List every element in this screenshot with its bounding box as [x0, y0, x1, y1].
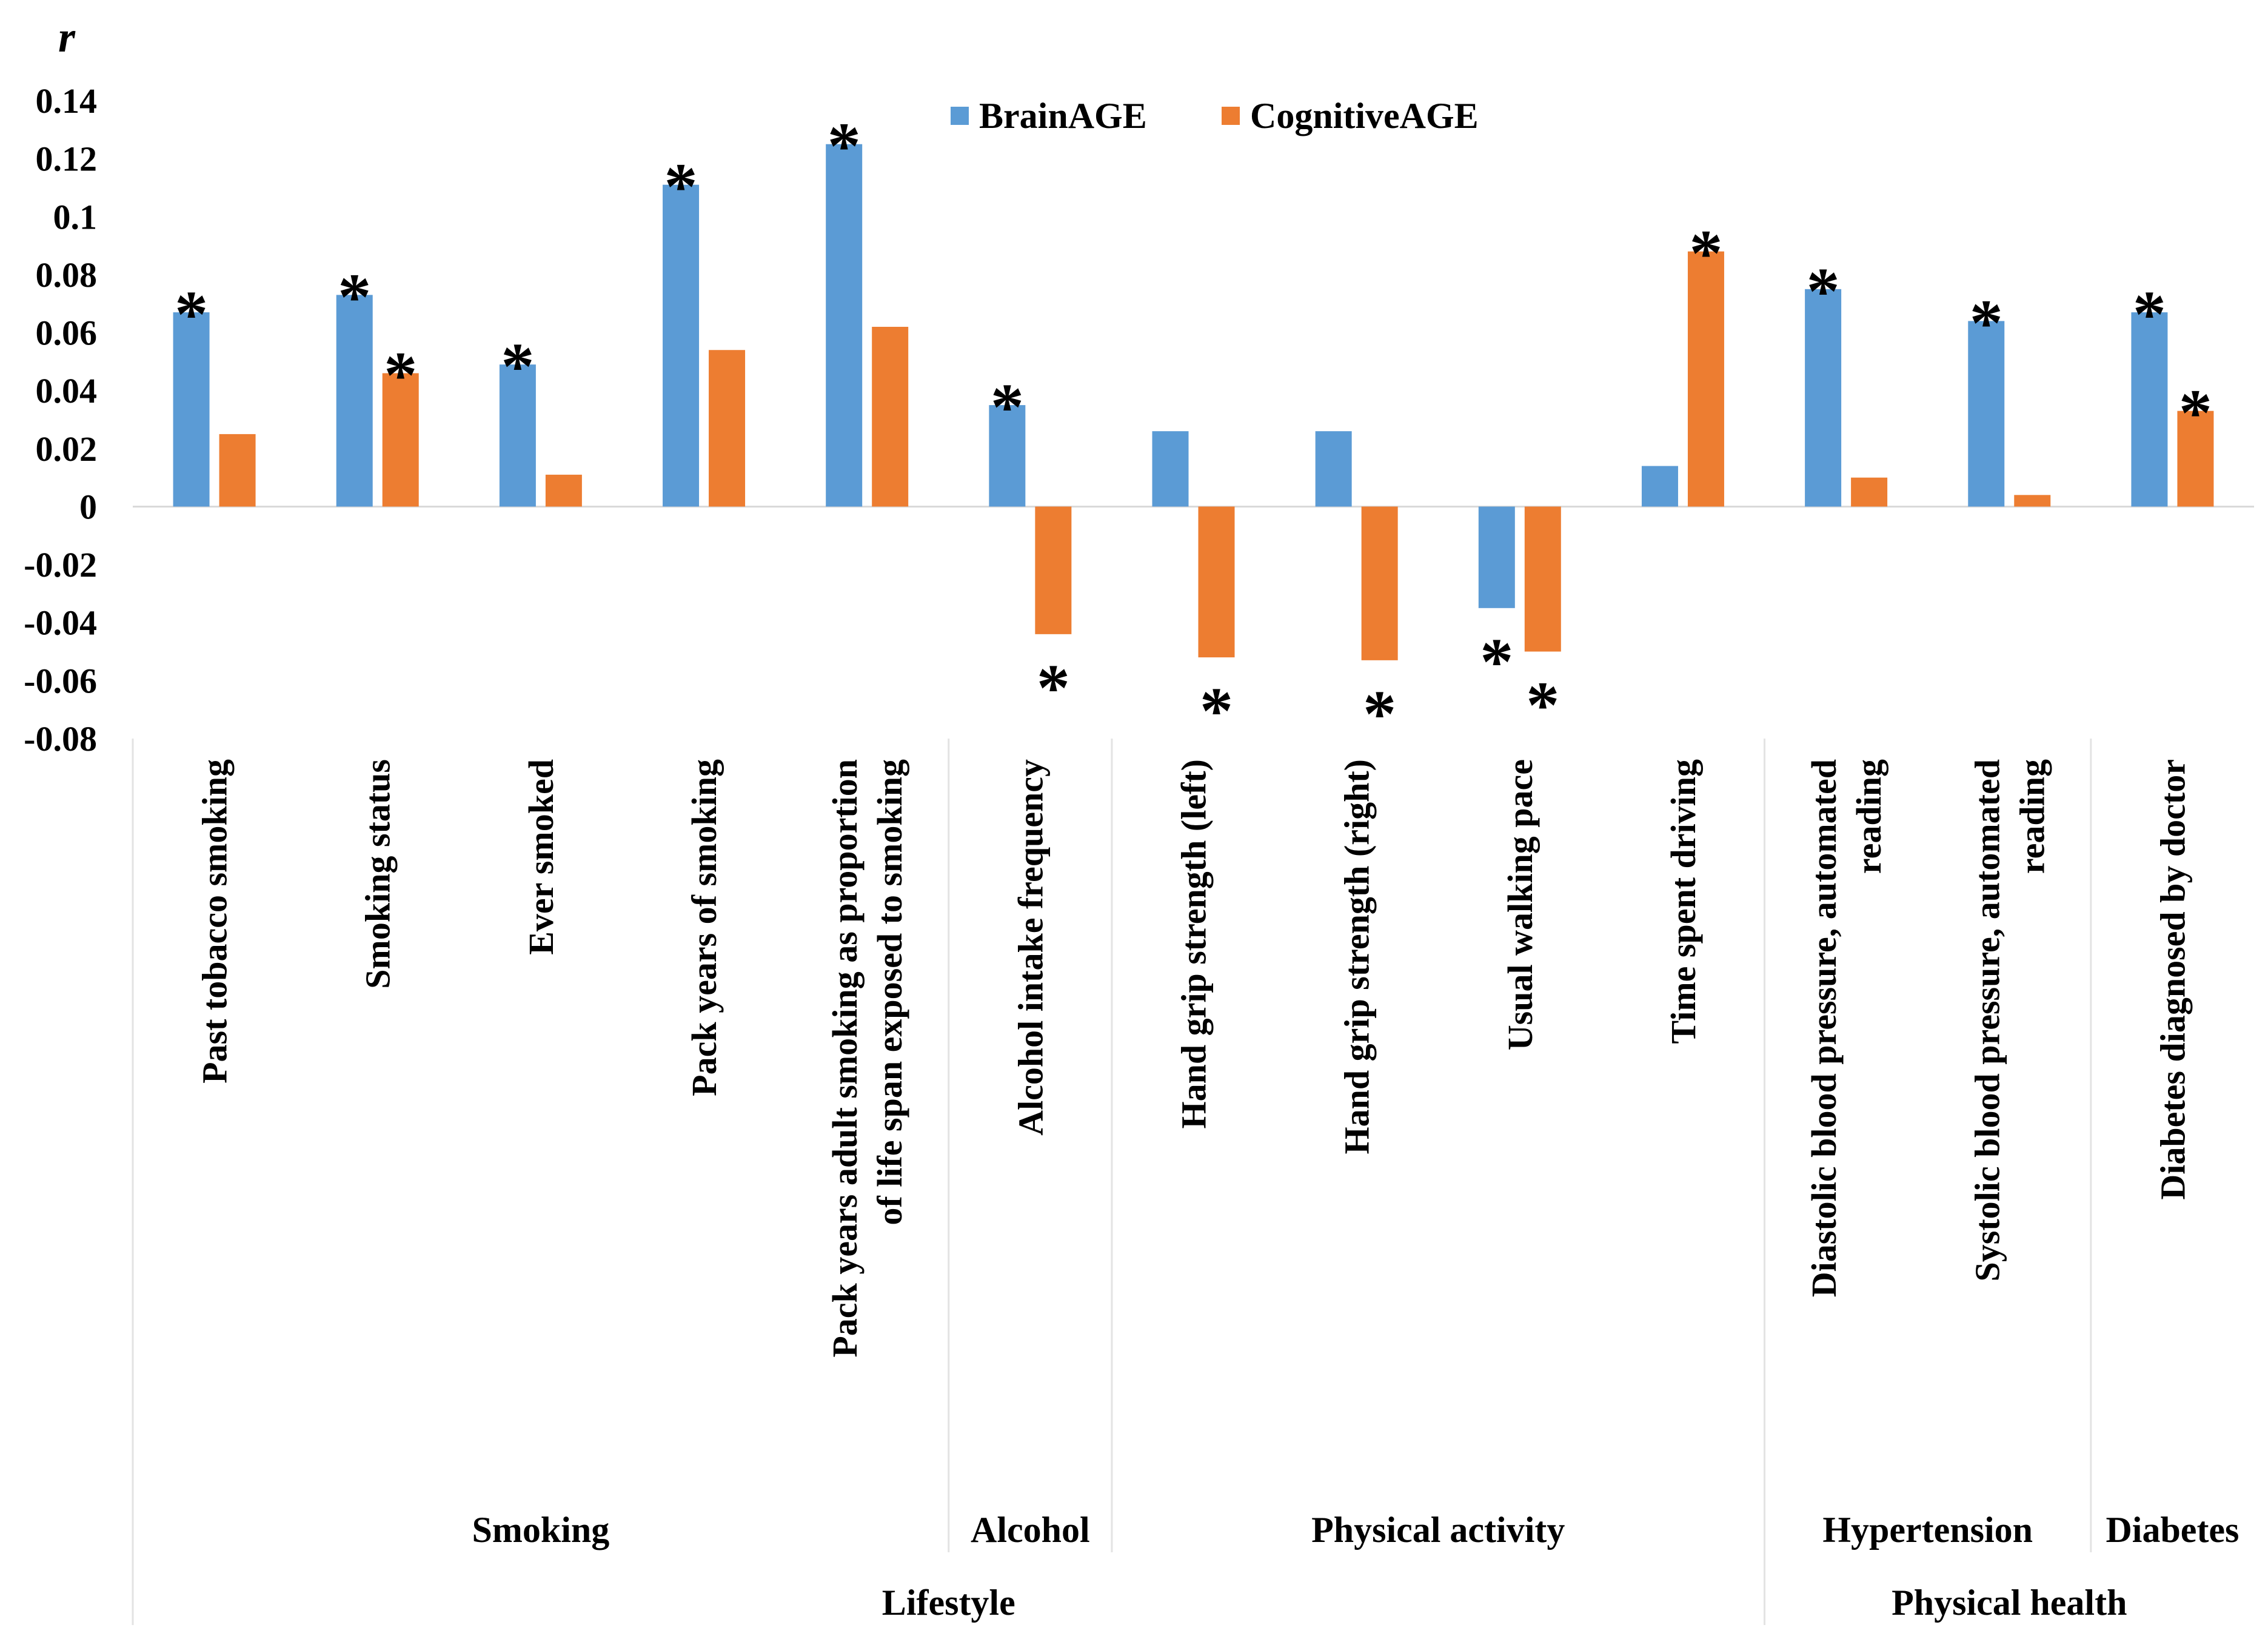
- group-label: Diabetes: [2106, 1510, 2239, 1550]
- y-tick-label: -0.06: [24, 661, 97, 700]
- significance-star: *: [664, 150, 698, 224]
- category-label: Pack years adult smoking as proportion: [825, 759, 865, 1358]
- significance-markers: * ******* * *** * * ***: [175, 109, 2212, 751]
- significance-star: *: [1689, 216, 1722, 290]
- category-label: of life span exposed to smoking: [870, 759, 909, 1225]
- category-label: Hand grip strength (right): [1337, 759, 1377, 1154]
- category-label: Hand grip strength (left): [1174, 759, 1214, 1129]
- bar-brainage-7: [1315, 431, 1352, 507]
- category-label: Alcohol intake frequency: [1011, 759, 1050, 1136]
- legend: BrainAGE CognitiveAGE: [951, 96, 1479, 136]
- significance-star: *: [1200, 674, 1233, 748]
- significance-star: *: [1037, 651, 1070, 725]
- supergroup-label: Lifestyle: [882, 1583, 1015, 1623]
- y-axis-ticks: 0.14 0.12 0.1 0.08 0.06 0.04 0.02 0 -0.02 -0.04 -0…: [24, 81, 97, 759]
- y-tick-label: 0.14: [36, 81, 98, 121]
- group-label: Hypertension: [1822, 1510, 2033, 1550]
- category-label: Pack years of smoking: [684, 759, 724, 1096]
- bar-cognitiveage-1: [382, 373, 419, 507]
- significance-star: *: [1526, 668, 1559, 742]
- significance-star: *: [175, 277, 208, 351]
- bar-cognitiveage-0: [219, 434, 256, 507]
- legend-label-cognitiveage: CognitiveAGE: [1250, 96, 1479, 136]
- y-tick-label: 0.02: [36, 429, 98, 469]
- significance-star: *: [828, 109, 861, 183]
- legend-swatch-cognitiveage: [1222, 107, 1240, 125]
- category-label: Usual walking pace: [1500, 759, 1540, 1050]
- category-label: Ever smoked: [521, 759, 561, 955]
- category-label: Smoking status: [358, 759, 398, 989]
- axis-lines: [132, 505, 2254, 1625]
- y-axis-label: r: [58, 13, 76, 61]
- bar-brainage-8: [1478, 506, 1515, 608]
- legend-label-brainage: BrainAGE: [979, 96, 1147, 136]
- y-tick-label: -0.04: [24, 603, 97, 643]
- group-label: Alcohol: [971, 1510, 1090, 1550]
- y-tick-label: -0.08: [24, 719, 97, 759]
- bar-cognitiveage-6: [1198, 506, 1235, 658]
- supergroup-label: Physical health: [1892, 1583, 2127, 1623]
- bar-brainage-10: [1805, 289, 1842, 507]
- category-label: reading: [1849, 759, 1888, 874]
- significance-star: *: [384, 338, 417, 412]
- y-tick-label: 0.1: [53, 197, 98, 236]
- significance-star: *: [501, 329, 534, 403]
- bar-cognitiveage-2: [545, 474, 582, 507]
- bar-brainage-0: [173, 312, 210, 507]
- bar-cognitiveage-7: [1361, 506, 1398, 660]
- bar-brainage-9: [1641, 466, 1678, 507]
- bar-brainage-11: [1968, 321, 2005, 507]
- legend-swatch-brainage: [951, 107, 969, 125]
- category-labels: Past tobacco smoking Smoking status Ever s…: [195, 759, 2193, 1358]
- bar-cognitiveage-11: [2014, 495, 2051, 507]
- bar-cognitiveage-8: [1524, 506, 1561, 652]
- bar-cognitiveage-5: [1035, 506, 1072, 634]
- bar-cognitiveage-12: [2177, 411, 2214, 507]
- category-label: Diastolic blood pressure, automated: [1804, 759, 1844, 1297]
- category-label: Time spent driving: [1664, 759, 1703, 1044]
- bar-brainage-3: [663, 184, 700, 507]
- bar-cognitiveage-9: [1687, 251, 1724, 507]
- bar-cognitiveage-3: [709, 350, 746, 507]
- y-tick-label: 0.08: [36, 255, 98, 295]
- y-tick-label: 0.12: [36, 139, 98, 179]
- y-tick-label: 0.04: [36, 371, 98, 411]
- bar-cognitiveage-10: [1851, 477, 1888, 507]
- category-label: Past tobacco smoking: [195, 759, 235, 1084]
- bar-brainage-2: [499, 364, 536, 507]
- bar-brainage-5: [989, 405, 1026, 507]
- bars: [173, 144, 2214, 660]
- significance-star: *: [2179, 376, 2212, 450]
- group-label: Physical activity: [1311, 1510, 1565, 1550]
- group-labels: Smoking Alcohol Physical activity Hypertens…: [472, 739, 2239, 1625]
- bar-brainage-1: [336, 295, 373, 507]
- bar-brainage-4: [826, 144, 863, 507]
- bar-cognitiveage-4: [872, 326, 909, 507]
- significance-star: *: [1807, 254, 1840, 328]
- y-tick-label: 0: [79, 487, 97, 526]
- category-label: reading: [2012, 759, 2052, 874]
- significance-star: *: [338, 260, 371, 333]
- significance-star: *: [1363, 677, 1396, 751]
- y-tick-label: -0.02: [24, 545, 97, 585]
- category-label: Systolic blood pressure, automated: [1967, 759, 2007, 1281]
- bar-brainage-12: [2131, 312, 2168, 507]
- y-tick-label: 0.06: [36, 313, 98, 353]
- significance-star: *: [991, 370, 1024, 444]
- group-label: Smoking: [472, 1510, 610, 1550]
- significance-star: *: [2133, 277, 2166, 351]
- category-label: Diabetes diagnosed by doctor: [2153, 759, 2192, 1200]
- significance-star: *: [1970, 286, 2003, 360]
- bar-brainage-6: [1152, 431, 1189, 507]
- significance-star: *: [1480, 625, 1513, 699]
